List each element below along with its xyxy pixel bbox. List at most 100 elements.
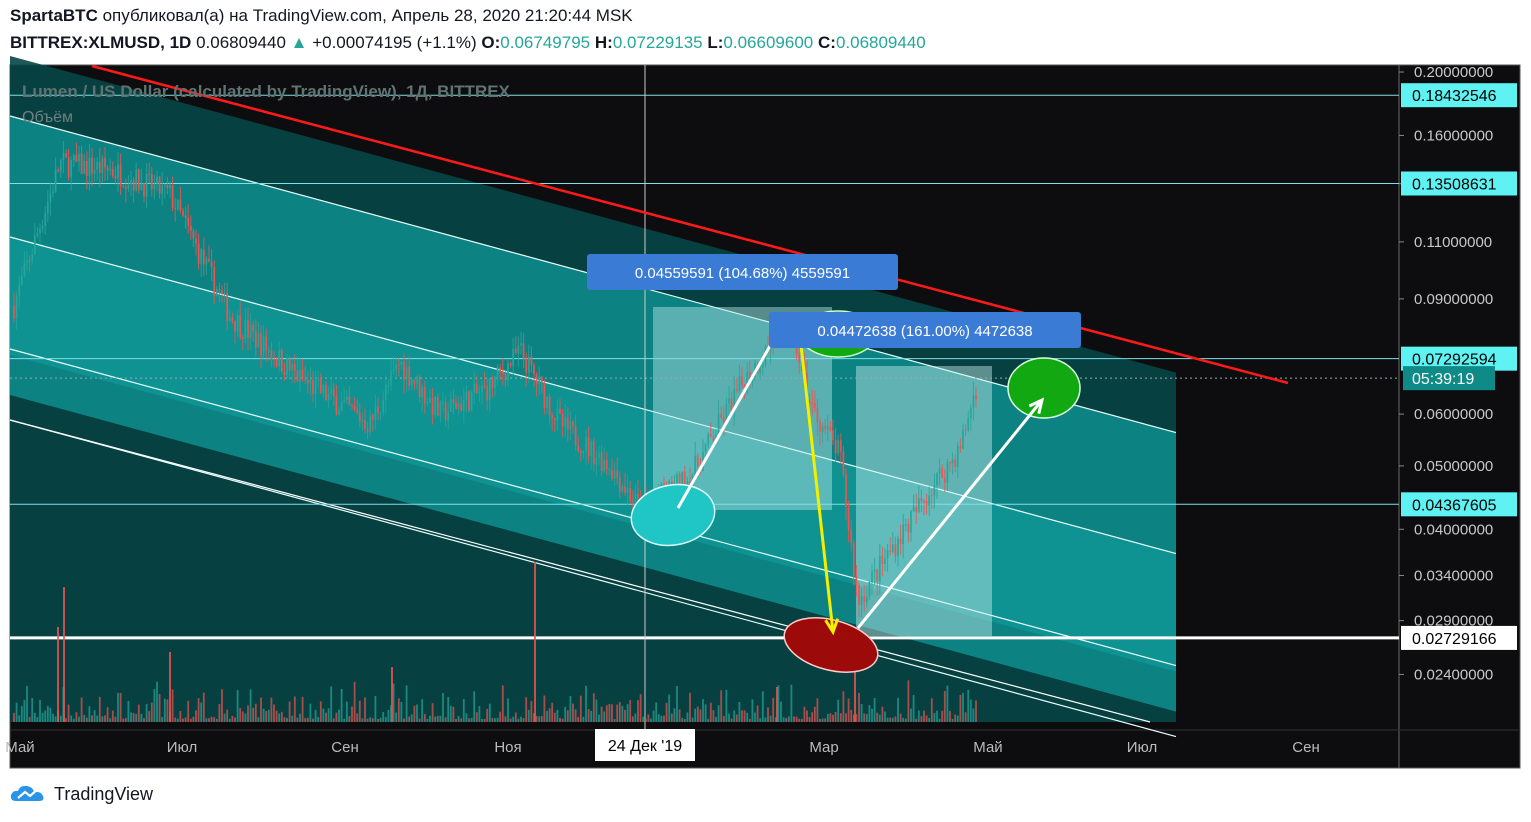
candle-body <box>507 363 509 381</box>
volume-bar <box>878 714 881 722</box>
volume-bar <box>226 709 229 722</box>
volume-bar <box>343 718 346 722</box>
volume-bar <box>538 716 541 722</box>
candle-body <box>431 398 434 415</box>
candle-body <box>897 538 899 557</box>
volume-bar <box>738 702 741 722</box>
author-name[interactable]: SpartaBTC <box>10 6 98 25</box>
volume-bar <box>743 710 746 722</box>
volume-bar <box>660 715 663 722</box>
y-tick-label: 0.16000000 <box>1414 127 1493 144</box>
volume-bar <box>486 708 489 722</box>
volume-spike <box>534 562 536 722</box>
volume-bar <box>858 693 860 722</box>
volume-bar <box>314 709 317 722</box>
volume-bar <box>850 709 853 722</box>
candle-body <box>111 169 114 176</box>
volume-bar <box>611 704 613 722</box>
candle-body <box>855 575 858 586</box>
volume-bar <box>296 717 299 722</box>
volume-bar <box>897 697 899 722</box>
candle-body <box>345 396 348 401</box>
candle-body <box>75 155 78 162</box>
volume-bar <box>673 708 676 722</box>
volume-bar <box>312 718 314 722</box>
candle-body <box>293 364 296 371</box>
volume-bar <box>195 710 197 722</box>
candle-body <box>798 353 801 363</box>
candle-body <box>306 379 309 384</box>
candle-body <box>57 169 60 172</box>
volume-bar <box>111 710 114 722</box>
volume-bar <box>819 718 821 722</box>
volume-bar <box>171 689 174 722</box>
volume-bar <box>202 692 205 722</box>
volume-bar <box>925 715 928 722</box>
candle-body <box>382 400 385 413</box>
volume-bar <box>403 718 405 722</box>
volume-bar <box>348 716 351 722</box>
candle-body <box>322 385 325 394</box>
candle-body <box>837 440 840 454</box>
volume-bar <box>106 707 109 722</box>
volume-bar <box>769 715 772 722</box>
candle-body <box>829 426 832 431</box>
candle-body <box>715 434 717 441</box>
candle-body <box>221 290 223 294</box>
volume-bar <box>236 690 239 722</box>
candle-body <box>348 396 351 406</box>
candle-body <box>512 348 515 366</box>
candle-body <box>865 596 868 603</box>
volume-bar <box>631 716 634 722</box>
volume-bar <box>338 709 340 722</box>
y-tick-label: 0.11000000 <box>1414 234 1492 251</box>
volume-bar <box>44 710 47 722</box>
change-value: +0.00074195 (+1.1%) <box>312 33 477 52</box>
volume-bar <box>158 693 161 722</box>
candle-body <box>449 399 452 413</box>
crosshair-date-label: 24 Дек '19 <box>608 738 682 755</box>
candle-body <box>254 331 257 348</box>
candle-body <box>171 185 174 208</box>
candle-body <box>397 364 400 366</box>
volume-bar <box>941 710 944 722</box>
arrow-up-1 <box>676 322 785 509</box>
candle-body <box>884 558 886 564</box>
candle-body <box>491 378 494 389</box>
candle-body <box>143 182 145 197</box>
volume-bar <box>213 717 216 722</box>
y-tick-label: 0.03400000 <box>1414 567 1493 584</box>
candle-body <box>145 173 148 197</box>
candle-body <box>192 231 195 239</box>
candle-body <box>439 402 442 416</box>
candle-body <box>923 500 925 502</box>
candle-body <box>603 460 606 472</box>
volume-bar <box>371 718 374 722</box>
candle-body <box>527 356 530 373</box>
volume-bar <box>772 697 775 722</box>
candle-body <box>933 485 936 496</box>
candle-body <box>179 199 182 211</box>
tradingview-logo[interactable]: TradingView <box>10 783 153 805</box>
candle-body <box>678 474 681 493</box>
volume-bar <box>507 698 509 722</box>
volume-bar <box>933 713 936 722</box>
candle-body <box>917 498 920 513</box>
price-label-bg <box>1401 625 1517 650</box>
candle-body <box>891 544 894 552</box>
arrow-down-head <box>824 618 840 636</box>
candle-body <box>299 369 301 382</box>
target-ellipse <box>1007 357 1081 419</box>
volume-bar <box>210 716 213 722</box>
candle-body <box>301 369 304 380</box>
volume-bar <box>130 712 132 722</box>
volume-bar <box>733 710 736 722</box>
candle-body <box>525 358 528 373</box>
candle-body <box>436 396 439 416</box>
candle-body <box>936 473 938 486</box>
volume-bar <box>795 716 798 722</box>
candle-body <box>202 249 205 265</box>
volume-bar <box>884 711 886 722</box>
price-label-bg <box>1401 492 1517 517</box>
